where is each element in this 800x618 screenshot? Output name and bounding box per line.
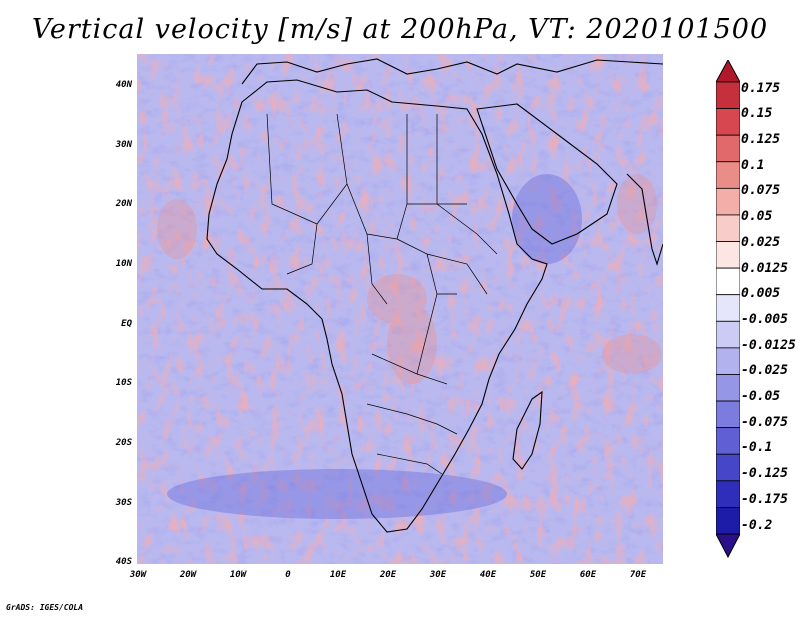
colorbar-box <box>715 267 741 296</box>
country-borders <box>266 113 498 475</box>
colorbar-box <box>715 214 741 242</box>
colorbar-bottom-arrow <box>715 533 741 559</box>
colorbar <box>715 58 741 562</box>
colorbar-label: 0.005 <box>741 286 781 301</box>
x-label-0: 0 <box>285 570 291 580</box>
map-panel <box>137 54 664 568</box>
arabia-coastline <box>476 103 618 245</box>
colorbar-box <box>715 427 741 455</box>
europe-coastline <box>241 58 664 85</box>
x-label-30e: 30E <box>429 570 447 580</box>
colorbar-box <box>715 187 741 216</box>
colorbar-box <box>715 347 741 375</box>
colorbar-box <box>715 480 741 508</box>
colorbar-box <box>715 453 741 482</box>
india-coastline <box>626 173 664 266</box>
colorbar-label: -0.175 <box>741 492 788 507</box>
plot-title: Vertical velocity [m/s] at 200hPa, VT: 2… <box>31 14 769 45</box>
colorbar-box <box>715 134 741 163</box>
colorbar-label: 0.1 <box>741 158 765 173</box>
grads-credit: GrADS: IGES/COLA <box>6 603 84 612</box>
colorbar-box <box>715 374 741 402</box>
y-label-20s: 20S <box>115 438 132 448</box>
madagascar-coastline <box>512 390 543 470</box>
colorbar-box <box>715 241 741 269</box>
y-label-40n: 40N <box>115 80 132 90</box>
y-label-10n: 10N <box>115 259 132 269</box>
colorbar-label: 0.175 <box>741 81 781 96</box>
y-label-40s: 40S <box>115 557 132 567</box>
colorbar-box <box>715 161 741 189</box>
x-label-20w: 20W <box>179 570 197 580</box>
colorbar-label: 0.075 <box>741 183 781 198</box>
x-label-70e: 70E <box>629 570 647 580</box>
colorbar-label: 0.025 <box>741 235 781 250</box>
y-label-20n: 20N <box>115 199 132 209</box>
colorbar-label: -0.2 <box>741 518 773 533</box>
y-label-30n: 30N <box>115 140 132 150</box>
colorbar-box <box>715 507 741 535</box>
x-label-30w: 30W <box>129 570 147 580</box>
x-label-10e: 10E <box>329 570 347 580</box>
colorbar-label: -0.005 <box>741 312 788 327</box>
y-label-eq: EQ <box>121 319 132 329</box>
colorbar-label: -0.05 <box>741 389 781 404</box>
vertical-velocity-field-map <box>137 54 664 564</box>
colorbar-box <box>715 108 741 136</box>
colorbar-label: 0.15 <box>741 106 773 121</box>
x-label-40e: 40E <box>479 570 497 580</box>
colorbar-label: -0.075 <box>741 415 788 430</box>
colorbar-label: 0.05 <box>741 209 773 224</box>
x-label-60e: 60E <box>579 570 597 580</box>
x-label-10w: 10W <box>229 570 247 580</box>
y-label-10s: 10S <box>115 378 132 388</box>
colorbar-label: -0.025 <box>741 363 788 378</box>
colorbar-top-arrow <box>715 58 741 83</box>
y-label-30s: 30S <box>115 498 132 508</box>
colorbar-label: -0.1 <box>741 440 773 455</box>
colorbar-label: 0.0125 <box>741 261 788 276</box>
colorbar-box <box>715 320 741 349</box>
x-label-20e: 20E <box>379 570 397 580</box>
colorbar-label: 0.125 <box>741 132 781 147</box>
colorbar-label: -0.0125 <box>741 338 796 353</box>
colorbar-label: -0.125 <box>741 466 788 481</box>
colorbar-box <box>715 81 741 109</box>
africa-coastline <box>206 79 548 533</box>
colorbar-box <box>715 294 741 322</box>
colorbar-box <box>715 400 741 429</box>
x-label-50e: 50E <box>529 570 547 580</box>
